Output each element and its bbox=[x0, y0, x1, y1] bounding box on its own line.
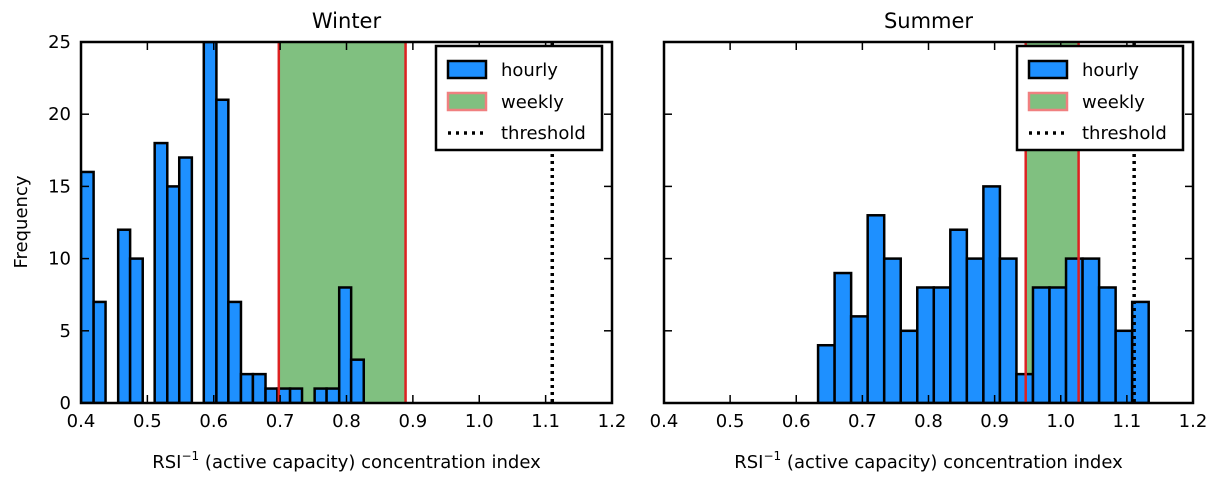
x-axis-label: RSI−1 (active capacity) concentration in… bbox=[152, 449, 541, 473]
hourly-bar-15 bbox=[264, 387, 279, 403]
legend: hourly weekly threshold bbox=[434, 44, 604, 152]
hourly-bar-15 bbox=[1064, 257, 1084, 403]
hourly-bar-17 bbox=[1097, 286, 1117, 403]
hourly-bar-3 bbox=[116, 228, 132, 403]
hourly-bar-1 bbox=[833, 271, 853, 403]
legend-hourly-swatch bbox=[446, 59, 488, 80]
legend-hourly-label: hourly bbox=[501, 60, 558, 81]
hourly-bar-4 bbox=[128, 257, 144, 403]
hourly-bar-8 bbox=[949, 228, 969, 403]
hourly-bar-11 bbox=[215, 98, 230, 403]
hourly-bar-1 bbox=[92, 300, 107, 403]
legend-weekly-label: weekly bbox=[501, 92, 564, 113]
hourly-bar-6 bbox=[916, 286, 936, 403]
x-tick-label: 0.4 bbox=[67, 411, 96, 432]
y-tick-label: 5 bbox=[60, 321, 71, 342]
x-tick-label: 0.6 bbox=[782, 411, 811, 432]
x-tick-label: 0.9 bbox=[980, 411, 1009, 432]
hourly-bar-19 bbox=[1130, 300, 1150, 403]
hourly-bar-10 bbox=[982, 185, 1002, 403]
hourly-bar-21 bbox=[337, 286, 353, 403]
legend-weekly-swatch bbox=[446, 91, 488, 112]
x-tick-label: 0.8 bbox=[332, 411, 361, 432]
hourly-bar-22 bbox=[349, 358, 366, 403]
hourly-bar-0 bbox=[816, 343, 836, 403]
x-tick-label: 1.2 bbox=[598, 411, 627, 432]
panel-title: Summer bbox=[884, 9, 973, 33]
hourly-bar-17 bbox=[288, 387, 304, 403]
hourly-bar-3 bbox=[866, 214, 886, 403]
x-tick-label: 0.7 bbox=[848, 411, 877, 432]
hourly-bar-20 bbox=[325, 387, 341, 403]
panel-summer: 0.4 0.5 0.6 0.7 0.8 0.9 1.0 1.1 1.2 Summer RSI−1 (… bbox=[650, 9, 1208, 473]
legend-threshold-label: threshold bbox=[501, 123, 586, 144]
hourly-bar-6 bbox=[153, 141, 169, 403]
x-tick-label: 0.6 bbox=[199, 411, 228, 432]
hourly-bar-7 bbox=[932, 286, 952, 403]
y-tick-label: 25 bbox=[48, 32, 71, 53]
x-tick-label: 1.2 bbox=[1179, 411, 1208, 432]
hourly-bar-14 bbox=[251, 372, 267, 403]
y-axis-label: Frequency bbox=[11, 175, 32, 268]
hourly-bar-4 bbox=[882, 257, 902, 403]
hourly-bar-2 bbox=[849, 315, 869, 403]
hourly-bar-18 bbox=[1114, 329, 1134, 403]
hourly-bar-16 bbox=[1081, 257, 1101, 403]
y-tick-label: 20 bbox=[48, 104, 71, 125]
hourly-bar-13 bbox=[239, 372, 255, 403]
legend-weekly-swatch bbox=[1027, 91, 1069, 112]
legend: hourly weekly threshold bbox=[1015, 44, 1185, 152]
hourly-bar-12 bbox=[227, 300, 243, 403]
x-tick-label: 0.7 bbox=[266, 411, 295, 432]
y-tick-label: 0 bbox=[60, 393, 71, 414]
x-axis-label: RSI−1 (active capacity) concentration in… bbox=[734, 449, 1123, 473]
y-tick-label: 10 bbox=[48, 249, 71, 270]
hourly-bar-11 bbox=[998, 257, 1018, 403]
y-tick-label: 15 bbox=[48, 176, 71, 197]
legend-threshold-label: threshold bbox=[1082, 123, 1167, 144]
plot-area bbox=[81, 42, 555, 403]
x-tick-label: 1.1 bbox=[1113, 411, 1142, 432]
hourly-bar-7 bbox=[166, 185, 181, 403]
x-tick-label: 1.0 bbox=[1046, 411, 1075, 432]
x-tick-label: 0.8 bbox=[914, 411, 943, 432]
panel-title: Winter bbox=[312, 9, 382, 33]
hourly-bar-13 bbox=[1031, 286, 1051, 403]
x-tick-label: 0.4 bbox=[650, 411, 679, 432]
x-tick-label: 1.1 bbox=[531, 411, 560, 432]
x-tick-label: 0.5 bbox=[716, 411, 745, 432]
x-tick-label: 0.9 bbox=[399, 411, 428, 432]
panel-winter: 0.4 0.5 0.6 0.7 0.8 0.9 1.0 1.1 1.2 0 5 10 15 20 25 Win… bbox=[48, 9, 626, 473]
hourly-bar-0 bbox=[81, 170, 95, 403]
hourly-bar-19 bbox=[313, 387, 328, 403]
hourly-bar-5 bbox=[899, 329, 919, 403]
legend-hourly-label: hourly bbox=[1082, 60, 1139, 81]
x-tick-label: 0.5 bbox=[133, 411, 162, 432]
hourly-bar-14 bbox=[1048, 286, 1068, 403]
hourly-bar-10 bbox=[202, 42, 218, 403]
hourly-bar-8 bbox=[177, 156, 194, 403]
legend-hourly-swatch bbox=[1027, 59, 1069, 80]
x-tick-label: 1.0 bbox=[465, 411, 494, 432]
hourly-bar-9 bbox=[965, 257, 985, 403]
legend-weekly-label: weekly bbox=[1082, 92, 1145, 113]
